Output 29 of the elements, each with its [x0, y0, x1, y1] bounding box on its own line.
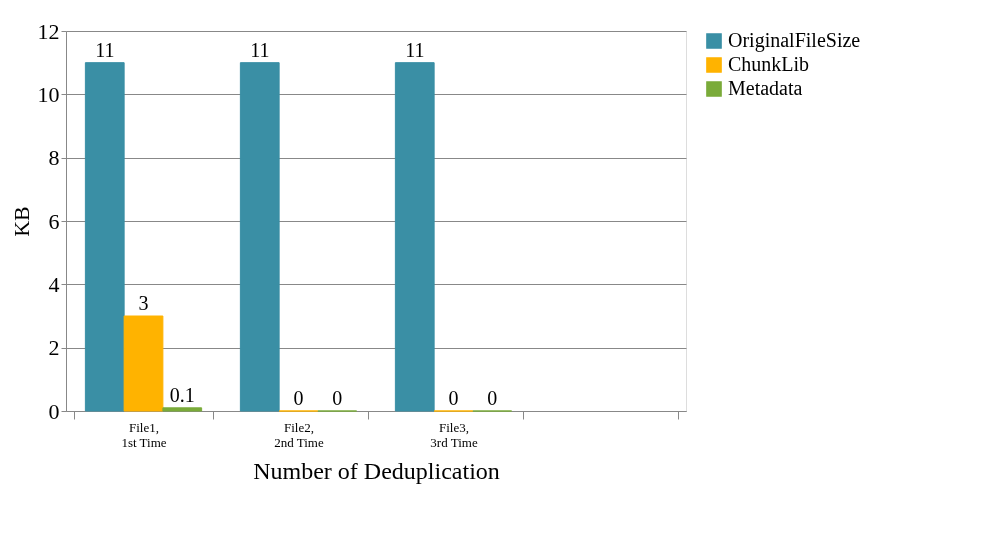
legend-label: Metadata: [728, 77, 803, 99]
bar: [84, 62, 125, 412]
y-tick-label: 10: [37, 81, 60, 107]
bar: [162, 407, 203, 412]
data-label: 0: [448, 387, 459, 409]
legend-label: OriginalFileSize: [728, 29, 861, 52]
data-label: 11: [250, 38, 270, 61]
data-label: 11: [95, 38, 115, 61]
y-tick-label: 4: [48, 271, 60, 297]
bar: [394, 62, 435, 412]
data-label: 3: [138, 292, 149, 314]
y-tick-label: 0: [48, 398, 60, 424]
bar: [123, 315, 164, 412]
data-label: 0: [293, 387, 304, 409]
x-tick-label: File2, 2nd Time: [274, 419, 324, 450]
y-tick-label: 12: [37, 18, 60, 44]
y-tick-label: 8: [48, 145, 60, 171]
data-label: 11: [405, 38, 425, 61]
x-tick-label: File3, 3rd Time: [430, 419, 478, 450]
x-tick-label: File1, 1st Time: [121, 419, 167, 450]
data-label: 0: [332, 387, 343, 409]
y-tick-label: 2: [48, 335, 60, 361]
x-axis-title: Number of Deduplication: [253, 457, 500, 484]
y-tick-label: 6: [48, 208, 60, 234]
y-axis-title: KB: [8, 206, 34, 237]
bar: [239, 62, 280, 412]
legend-label: ChunkLib: [728, 53, 810, 75]
data-label: 0: [487, 387, 498, 409]
data-label: 0.1: [169, 383, 195, 406]
